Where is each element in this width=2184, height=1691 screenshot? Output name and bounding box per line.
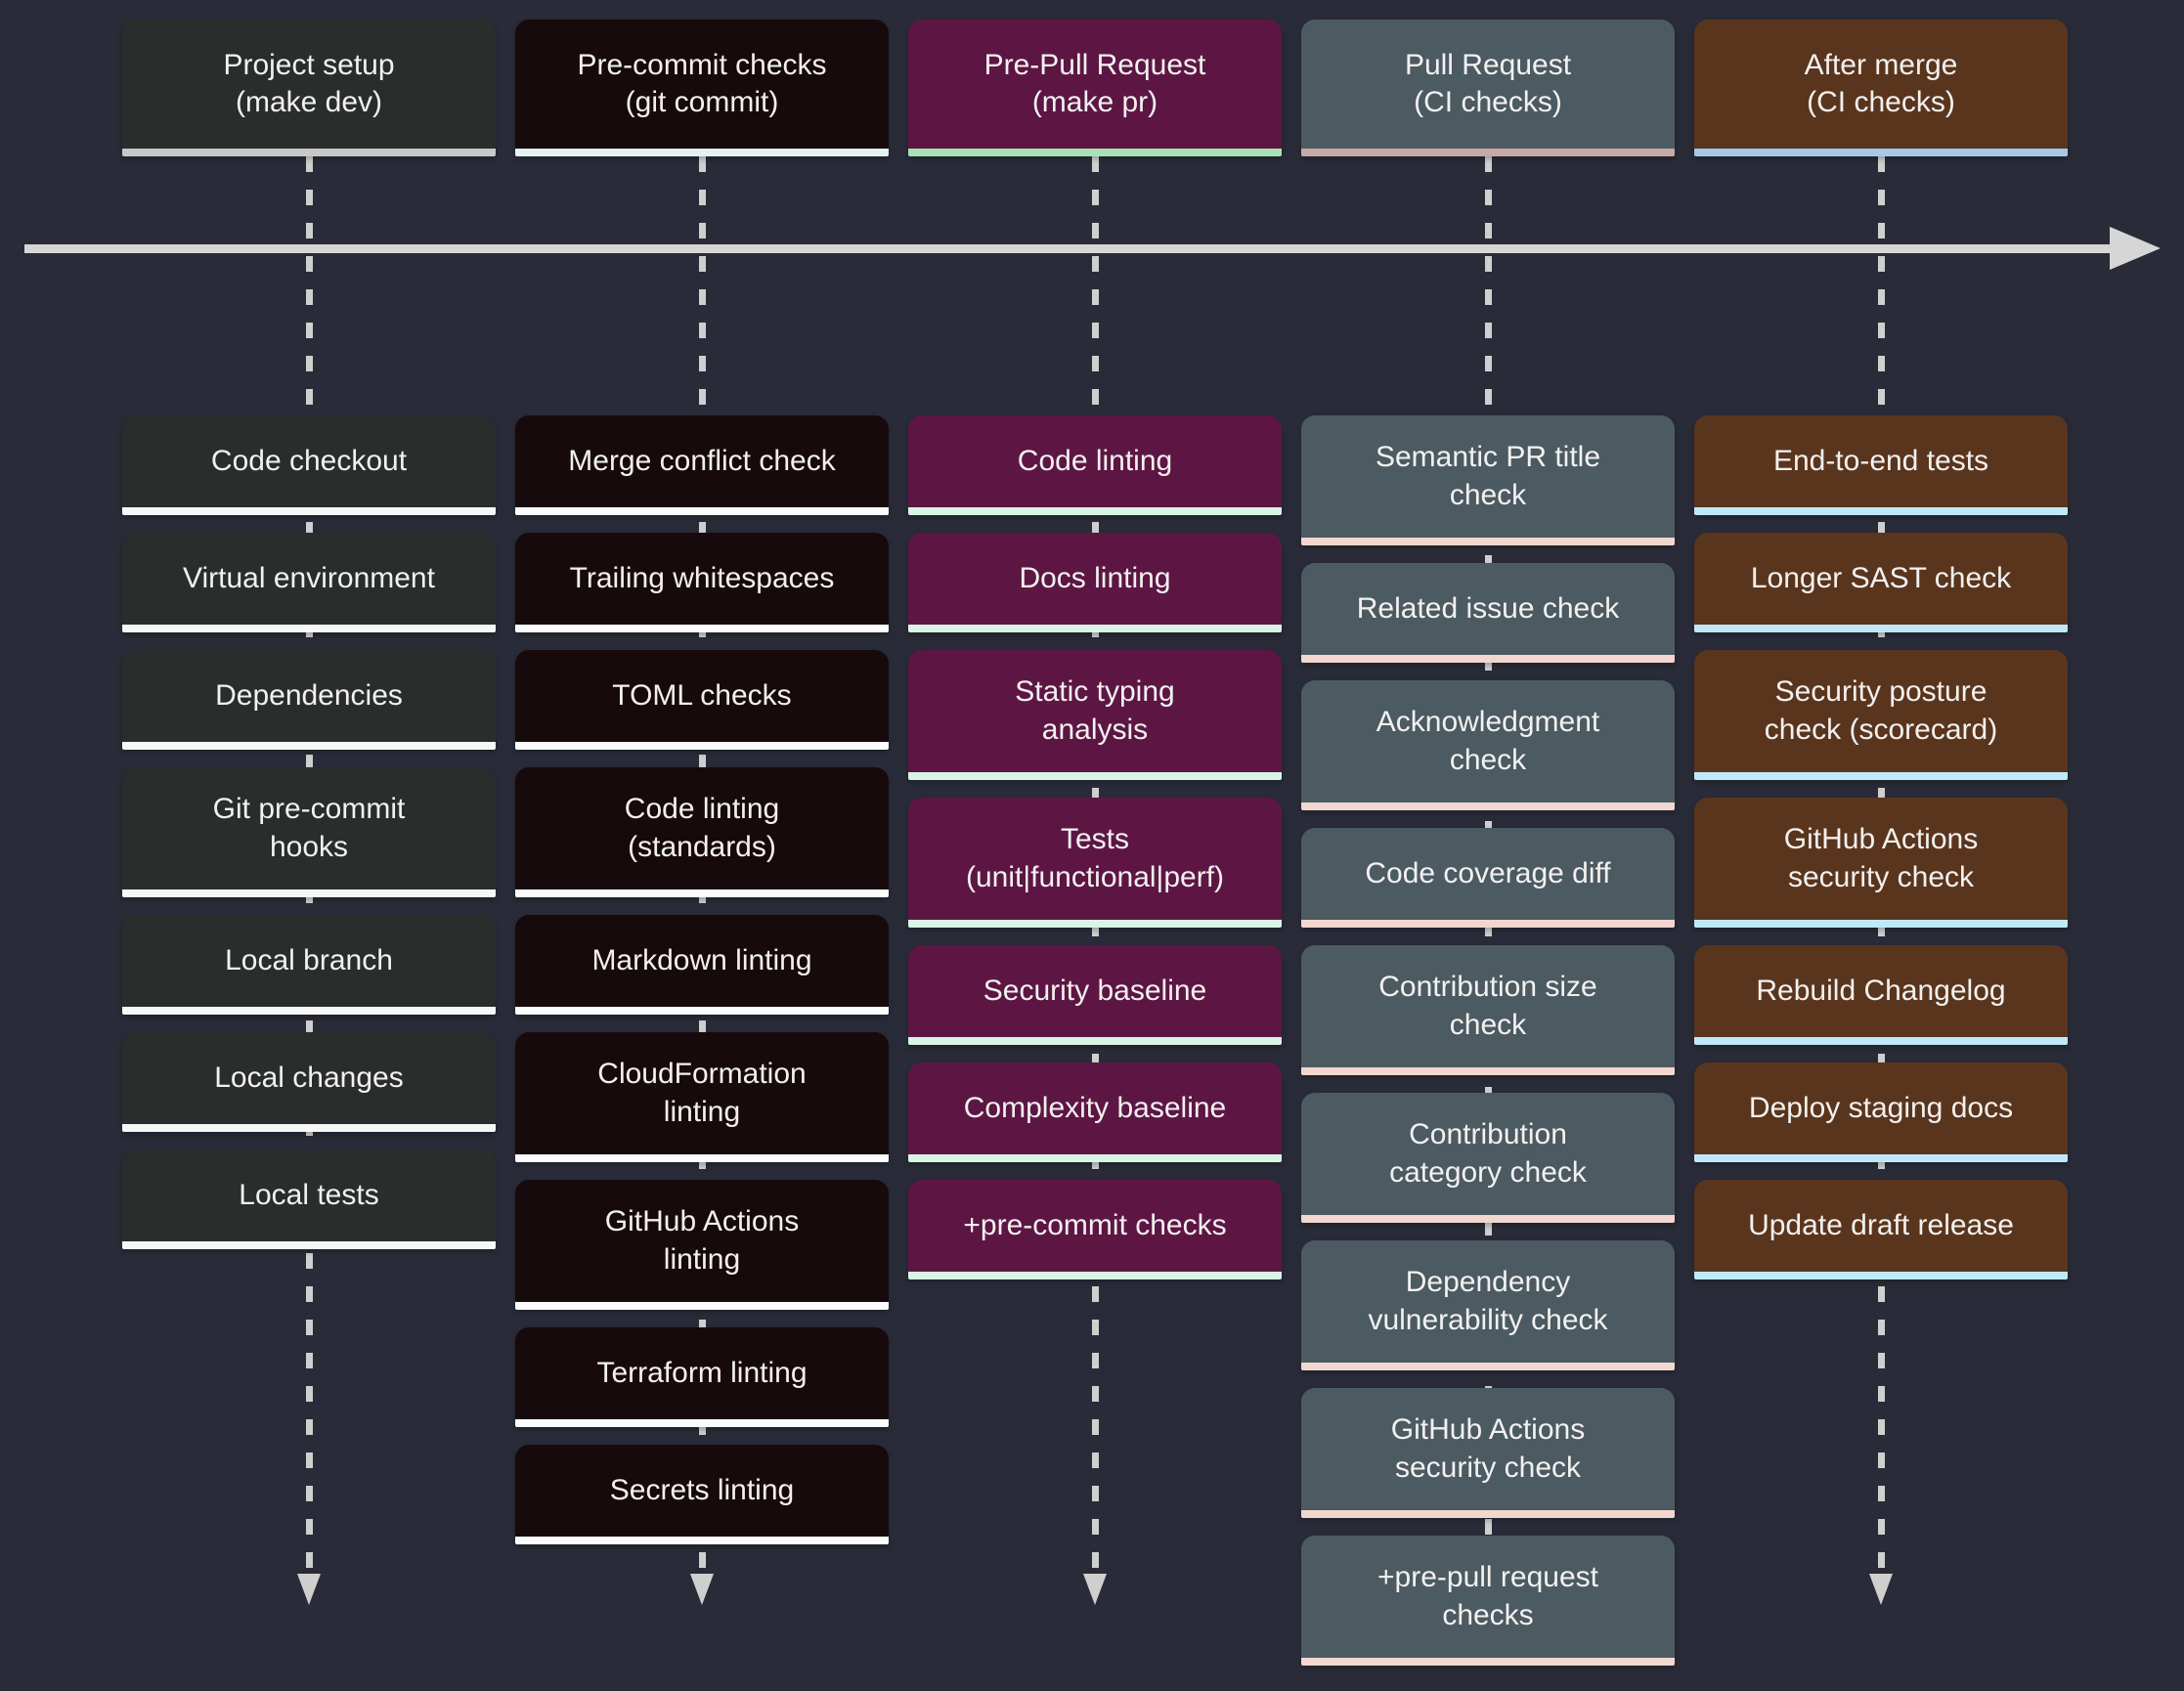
stage-item: Contribution category check [1301,1093,1675,1223]
stage-item: Local changes [122,1032,496,1132]
stage-item: Security posture check (scorecard) [1694,650,2068,780]
stage-header-pre-commit-checks: Pre-commit checks (git commit) [515,20,889,156]
stage-item: Code linting (standards) [515,767,889,897]
stage-item: Deploy staging docs [1694,1062,2068,1162]
stage-item: Complexity baseline [908,1062,1282,1162]
stage-item: Markdown linting [515,915,889,1015]
timeline-arrow [24,244,2112,253]
stage-item: Update draft release [1694,1180,2068,1279]
stage-item: Terraform linting [515,1327,889,1427]
timeline-arrowhead-icon [2110,227,2161,270]
stage-item: Acknowledgment check [1301,680,1675,810]
stage-item: Virtual environment [122,533,496,632]
stage-item: End-to-end tests [1694,415,2068,515]
stage-item: +pre-pull request checks [1301,1536,1675,1666]
stage-header-pre-pull-request: Pre-Pull Request (make pr) [908,20,1282,156]
stage-item: Dependencies [122,650,496,750]
stage-item: Security baseline [908,945,1282,1045]
stage-item: Code linting [908,415,1282,515]
stage-item: CloudFormation linting [515,1032,889,1162]
down-arrowhead-icon [1083,1574,1107,1605]
pipeline-column-after-merge: After merge (CI checks) End-to-end tests L… [1694,20,2068,1605]
stage-item: Dependency vulnerability check [1301,1240,1675,1370]
stage-item: Longer SAST check [1694,533,2068,632]
stage-item: Rebuild Changelog [1694,945,2068,1045]
stage-item: Static typing analysis [908,650,1282,780]
pipeline-column-project-setup: Project setup (make dev) Code checkout Vir… [122,20,496,1605]
stage-item: Local branch [122,915,496,1015]
stage-item: Merge conflict check [515,415,889,515]
stage-item: Secrets linting [515,1445,889,1544]
stage-item: Related issue check [1301,563,1675,663]
pipeline-column-pre-pull-request: Pre-Pull Request (make pr) Code linting Do… [908,20,1282,1605]
stage-item: Local tests [122,1149,496,1249]
stage-item: Tests (unit|functional|perf) [908,798,1282,928]
down-arrowhead-icon [1869,1574,1893,1605]
stage-item: Code coverage diff [1301,828,1675,928]
stage-item: Docs linting [908,533,1282,632]
pipeline-column-pre-commit-checks: Pre-commit checks (git commit) Merge conf… [515,20,889,1605]
stage-item: GitHub Actions linting [515,1180,889,1310]
down-arrowhead-icon [297,1574,321,1605]
stage-header-pull-request: Pull Request (CI checks) [1301,20,1675,156]
stage-item: GitHub Actions security check [1301,1388,1675,1518]
stage-item: Contribution size check [1301,945,1675,1075]
stage-item: Code checkout [122,415,496,515]
stage-header-project-setup: Project setup (make dev) [122,20,496,156]
pipeline-column-pull-request: Pull Request (CI checks) Semantic PR titl… [1301,20,1675,1666]
stage-item: TOML checks [515,650,889,750]
stage-header-after-merge: After merge (CI checks) [1694,20,2068,156]
stage-item: Git pre-commit hooks [122,767,496,897]
stage-item: +pre-commit checks [908,1180,1282,1279]
stage-item: Semantic PR title check [1301,415,1675,545]
down-arrowhead-icon [690,1574,714,1605]
stage-item: Trailing whitespaces [515,533,889,632]
stage-item: GitHub Actions security check [1694,798,2068,928]
